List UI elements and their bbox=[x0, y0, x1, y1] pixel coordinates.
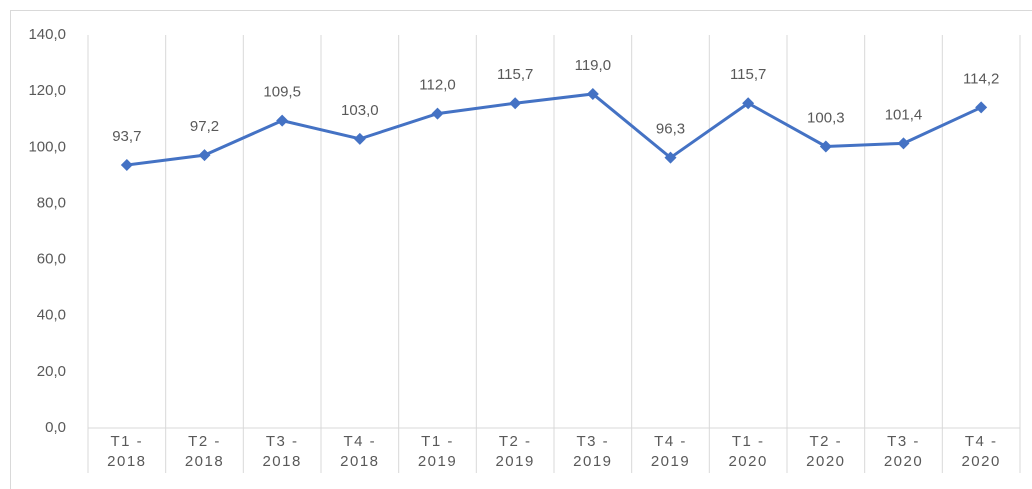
x-tick-label: T1 -2018 bbox=[107, 433, 146, 470]
chart-frame bbox=[10, 10, 1032, 489]
data-label: 96,3 bbox=[656, 121, 685, 138]
marker bbox=[276, 114, 289, 127]
marker bbox=[198, 149, 211, 162]
marker bbox=[586, 87, 599, 100]
marker bbox=[819, 140, 832, 153]
marker bbox=[897, 137, 910, 150]
marker bbox=[664, 151, 677, 164]
x-tick-label: T3 -2020 bbox=[884, 433, 923, 470]
x-tick-label: T2 -2018 bbox=[185, 433, 224, 470]
data-label: 100,3 bbox=[807, 109, 845, 126]
data-label: 115,7 bbox=[730, 66, 766, 83]
data-label: 112,0 bbox=[419, 77, 455, 94]
data-label: 97,2 bbox=[190, 118, 219, 135]
marker bbox=[353, 132, 366, 145]
marker bbox=[431, 107, 444, 120]
y-tick-label: 140,0 bbox=[28, 26, 66, 43]
marker bbox=[120, 158, 133, 171]
data-label: 119,0 bbox=[575, 57, 611, 74]
x-tick-label: T4 -2019 bbox=[651, 433, 690, 470]
x-tick-label: T3 -2019 bbox=[573, 433, 612, 470]
x-tick-label: T3 -2018 bbox=[262, 433, 301, 470]
data-label: 101,4 bbox=[885, 106, 923, 123]
data-label: 115,7 bbox=[497, 66, 533, 83]
marker bbox=[509, 97, 522, 110]
x-tick-label: T1 -2020 bbox=[728, 433, 767, 470]
x-tick-label: T1 -2019 bbox=[418, 433, 457, 470]
data-label: 103,0 bbox=[341, 102, 379, 119]
marker bbox=[742, 97, 755, 110]
y-tick-label: 100,0 bbox=[28, 138, 66, 155]
y-tick-label: 120,0 bbox=[28, 82, 66, 99]
y-tick-label: 60,0 bbox=[37, 251, 66, 268]
y-tick-label: 40,0 bbox=[37, 307, 66, 324]
x-tick-label: T2 -2019 bbox=[495, 433, 534, 470]
data-label: 93,7 bbox=[112, 128, 141, 145]
y-tick-label: 80,0 bbox=[37, 194, 66, 211]
data-label: 114,2 bbox=[963, 70, 999, 87]
y-tick-label: 20,0 bbox=[37, 363, 66, 380]
data-label: 109,5 bbox=[263, 84, 301, 101]
marker bbox=[975, 101, 988, 114]
y-tick-label: 0,0 bbox=[45, 419, 66, 436]
line bbox=[126, 92, 982, 167]
x-tick-label: T4 -2020 bbox=[961, 433, 1000, 470]
x-tick-label: T2 -2020 bbox=[806, 433, 845, 470]
x-tick-label: T4 -2018 bbox=[340, 433, 379, 470]
